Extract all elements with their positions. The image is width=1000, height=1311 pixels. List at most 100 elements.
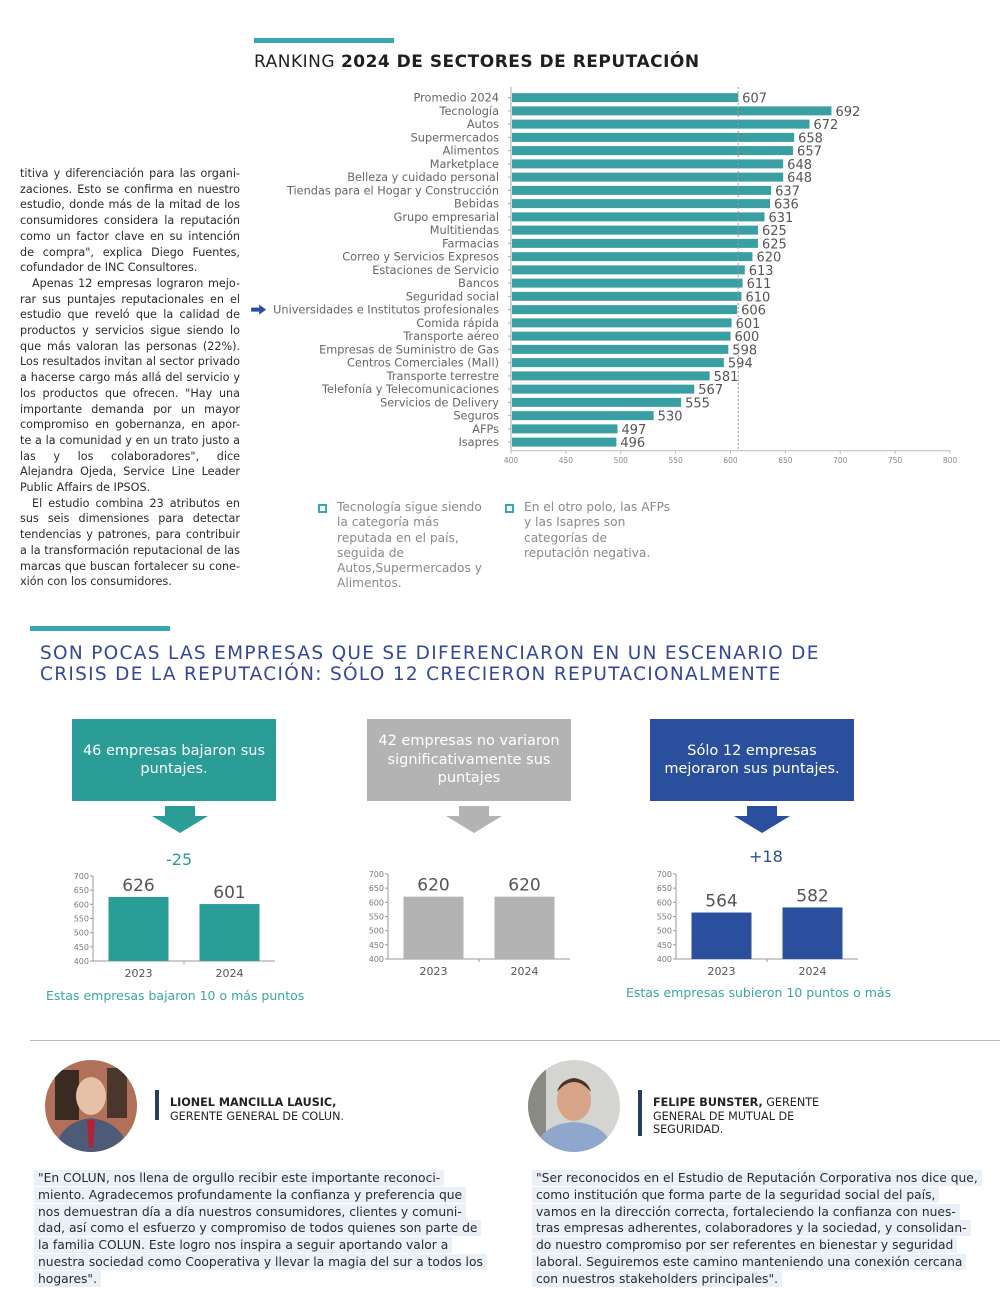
value-label: 648 (787, 158, 812, 173)
body-paragraph: titiva y diferenciación para las organi-… (20, 167, 240, 275)
decreased-mini-chart: 400 450 500 550 600 650 700 626 2023 601 2024 (74, 872, 275, 980)
category-label: Bancos (458, 277, 499, 290)
arrow-down-icon (734, 806, 790, 833)
bar (494, 896, 555, 959)
category-label: Transporte aéreo (402, 330, 499, 343)
value-label: 625 (762, 237, 787, 252)
delta-decrease: -25 (166, 850, 193, 869)
category-label: Seguridad social (406, 290, 499, 303)
unchanged-box: 42 empresas no variaron significativamen… (367, 719, 571, 801)
decreased-box: 46 empresas bajaron sus puntajes. (72, 719, 276, 801)
accent-bar (155, 1090, 159, 1120)
x-tick-label: 450 (559, 456, 574, 465)
x-tick-label: 550 (668, 456, 683, 465)
bar (512, 358, 724, 368)
x-tick-label: 400 (504, 456, 519, 465)
y-tick-label: 700 (369, 870, 384, 879)
person-photo-icon (45, 1060, 137, 1152)
category-label: Centros Comerciales (Mall) (347, 357, 499, 370)
value-label: 600 (735, 330, 760, 345)
value-label: 625 (762, 224, 787, 239)
value-label: 555 (685, 396, 710, 411)
bar (512, 185, 772, 195)
improved-mini-chart: 400 450 500 550 600 650 700 564 2023 582 2024 (657, 870, 858, 978)
category-label: Tiendas para el Hogar y Construcción (286, 184, 499, 197)
x-tick-label: 600 (723, 456, 738, 465)
x-tick-label: 700 (833, 456, 848, 465)
bar (782, 907, 843, 959)
value-label: 620 (756, 251, 781, 266)
y-tick-label: 450 (657, 941, 672, 950)
note-text: En el otro polo, las AFPs y las Isapres … (524, 500, 671, 560)
y-tick-label: 600 (657, 898, 672, 907)
category-label: Alimentos (443, 145, 499, 158)
x-tick-label: 750 (888, 456, 903, 465)
improved-box: Sólo 12 empresas mejoraron sus puntajes. (650, 719, 854, 801)
accent-bar (638, 1090, 642, 1136)
x-tick-label: 2023 (420, 965, 448, 978)
person-role: GERENTE GENERAL DE COLUN. (170, 1109, 344, 1123)
y-tick-label: 550 (369, 913, 384, 922)
category-label: Marketplace (430, 158, 499, 171)
x-tick-label: 2023 (708, 965, 736, 978)
y-tick-label: 400 (74, 957, 89, 966)
person-name: LIONEL MANCILLA LAUSIC, (170, 1096, 337, 1109)
bar (512, 291, 742, 301)
note-technology: Tecnología sigue siendo la categoría más… (318, 500, 488, 592)
bar (512, 305, 738, 315)
unchanged-mini-chart: 400 450 500 550 600 650 700 620 2023 620 2024 (369, 870, 570, 978)
value-label: 497 (621, 423, 646, 438)
value-label: 658 (798, 131, 823, 146)
category-label: Belleza y cuidado personal (347, 171, 499, 184)
bar (512, 106, 832, 116)
value-label: 636 (774, 198, 799, 213)
decreased-caption: Estas empresas bajaron 10 o más puntos (46, 988, 305, 1003)
bar (512, 397, 682, 407)
bar (512, 265, 745, 275)
note-text: Tecnología sigue siendo la categoría más… (337, 500, 482, 591)
x-tick-label: 500 (614, 456, 629, 465)
arrow-down-icon (446, 806, 502, 833)
category-label: Multitiendas (430, 224, 499, 237)
avatar-felipe-bunster (528, 1060, 620, 1152)
category-label: Farmacias (442, 237, 499, 250)
category-label: Empresas de Suministro de Gas (319, 343, 499, 356)
y-tick-label: 450 (74, 943, 89, 952)
bar (512, 212, 765, 222)
value-label: 657 (797, 145, 822, 160)
y-tick-label: 700 (74, 872, 89, 881)
improved-caption: Estas empresas subieron 10 puntos o más (626, 985, 892, 1000)
body-paragraph: El estudio combina 23 atributos en sus s… (20, 496, 240, 589)
y-tick-label: 500 (74, 929, 89, 938)
value-label: 648 (787, 171, 812, 186)
bar (512, 331, 731, 341)
bar (512, 424, 618, 434)
category-label: AFPs (472, 423, 499, 436)
x-tick-label: 2024 (511, 965, 539, 978)
y-tick-label: 400 (369, 955, 384, 964)
value-label: 631 (769, 211, 794, 226)
ranking-bar-chart: 400 450 500 550 600 650 700 750 800 Promedio 2024… (251, 87, 957, 465)
y-tick-label: 650 (657, 884, 672, 893)
bar (512, 278, 743, 288)
bar (512, 119, 810, 129)
y-tick-label: 500 (657, 927, 672, 936)
bar (512, 159, 784, 169)
bar (512, 252, 753, 262)
y-tick-label: 400 (657, 955, 672, 964)
y-tick-label: 550 (657, 913, 672, 922)
y-tick-label: 700 (657, 870, 672, 879)
bar (512, 93, 739, 103)
y-tick-label: 550 (74, 915, 89, 924)
quote-lionel-mancilla: "En COLUN, nos llena de orgullo recibir … (34, 1170, 487, 1288)
person-role: GERENTE GENERAL DE MUTUAL DE SEGURIDAD. (653, 1096, 820, 1136)
person-felipe-bunster: FELIPE BUNSTER, GERENTE GENERAL DE MUTUA… (653, 1096, 823, 1137)
bar (512, 146, 794, 156)
bar (512, 344, 729, 354)
bar (512, 199, 771, 209)
value-label: 620 (508, 876, 540, 896)
value-label: 611 (747, 277, 772, 292)
section-title-line: CRISIS DE LA REPUTACIÓN: SÓLO 12 CRECIER… (40, 664, 782, 685)
article-body: titiva y diferenciación para las organi-… (20, 166, 240, 590)
person-name: FELIPE BUNSTER, (653, 1096, 763, 1109)
